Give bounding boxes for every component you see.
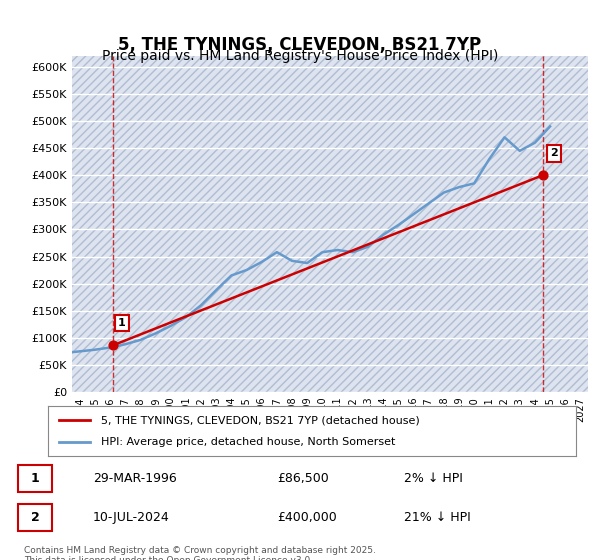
Text: 29-MAR-1996: 29-MAR-1996	[92, 472, 176, 485]
Text: Contains HM Land Registry data © Crown copyright and database right 2025.
This d: Contains HM Land Registry data © Crown c…	[24, 546, 376, 560]
Text: HPI: Average price, detached house, North Somerset: HPI: Average price, detached house, Nort…	[101, 437, 395, 447]
Text: 2: 2	[31, 511, 40, 524]
Text: 5, THE TYNINGS, CLEVEDON, BS21 7YP (detached house): 5, THE TYNINGS, CLEVEDON, BS21 7YP (deta…	[101, 415, 419, 425]
Text: 1: 1	[31, 472, 40, 485]
Text: 21% ↓ HPI: 21% ↓ HPI	[404, 511, 470, 524]
Text: 2% ↓ HPI: 2% ↓ HPI	[404, 472, 463, 485]
Text: 2: 2	[550, 148, 558, 158]
Text: 5, THE TYNINGS, CLEVEDON, BS21 7YP: 5, THE TYNINGS, CLEVEDON, BS21 7YP	[118, 36, 482, 54]
Text: £400,000: £400,000	[277, 511, 337, 524]
Point	[109, 340, 118, 349]
Point	[538, 171, 548, 180]
Text: £86,500: £86,500	[277, 472, 329, 485]
FancyBboxPatch shape	[18, 504, 52, 531]
FancyBboxPatch shape	[18, 465, 52, 492]
Text: Price paid vs. HM Land Registry's House Price Index (HPI): Price paid vs. HM Land Registry's House …	[102, 49, 498, 63]
Text: 10-JUL-2024: 10-JUL-2024	[92, 511, 169, 524]
Text: 1: 1	[118, 318, 126, 328]
